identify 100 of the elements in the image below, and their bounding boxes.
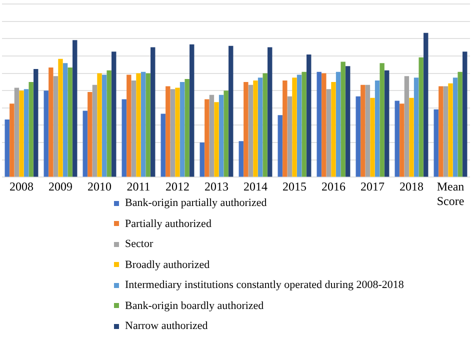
bar bbox=[136, 73, 141, 177]
legend-label: Broadly authorized bbox=[125, 258, 210, 271]
bar bbox=[24, 89, 29, 177]
bar bbox=[262, 73, 268, 177]
bar bbox=[166, 86, 170, 177]
bar bbox=[14, 88, 20, 177]
bar bbox=[140, 72, 146, 177]
bar bbox=[292, 78, 297, 177]
bar bbox=[370, 98, 375, 177]
legend-label: Narrow authorized bbox=[125, 320, 208, 332]
bar bbox=[126, 74, 132, 177]
bar bbox=[214, 102, 219, 177]
bar bbox=[322, 73, 326, 177]
bar bbox=[380, 63, 384, 177]
x-tick-label: 2009 bbox=[48, 180, 72, 194]
bar bbox=[200, 142, 204, 177]
bar bbox=[48, 68, 54, 177]
bar bbox=[443, 86, 448, 177]
bar bbox=[438, 86, 444, 177]
bar bbox=[394, 100, 400, 177]
bar bbox=[458, 72, 462, 177]
bar bbox=[306, 54, 312, 177]
legend-label: Bank-origin partially authorized bbox=[125, 197, 267, 210]
bar bbox=[409, 98, 414, 177]
bar bbox=[253, 80, 258, 177]
bar bbox=[404, 76, 410, 177]
bar bbox=[248, 84, 254, 177]
bar bbox=[58, 58, 63, 177]
x-tick-label: 2010 bbox=[88, 180, 112, 194]
bar bbox=[414, 78, 419, 177]
legend-label: Bank-origin boardly authorized bbox=[125, 300, 264, 312]
bar bbox=[72, 40, 78, 177]
bar bbox=[326, 89, 332, 177]
bar bbox=[244, 82, 248, 177]
bar bbox=[44, 90, 48, 177]
bar bbox=[448, 83, 453, 177]
bar bbox=[268, 47, 272, 177]
bar bbox=[34, 68, 38, 177]
bar bbox=[146, 73, 150, 177]
bar bbox=[238, 141, 244, 177]
bar bbox=[184, 79, 190, 177]
x-tick-label: Mean Score bbox=[436, 180, 464, 208]
bar bbox=[150, 47, 156, 177]
bar bbox=[92, 84, 98, 177]
bar bbox=[336, 72, 341, 177]
bar bbox=[278, 115, 282, 177]
bar bbox=[209, 94, 214, 177]
bar bbox=[287, 96, 292, 177]
bar bbox=[424, 32, 428, 177]
bar bbox=[131, 80, 136, 177]
legend-label: Partially authorized bbox=[125, 218, 212, 230]
bar bbox=[62, 63, 68, 177]
bar bbox=[316, 72, 322, 177]
legend-label: Intermediary institutions constantly operated during 2008-2018 bbox=[125, 279, 404, 292]
bar bbox=[224, 90, 228, 177]
bar bbox=[356, 96, 360, 177]
bar bbox=[302, 72, 306, 177]
bar bbox=[418, 57, 424, 177]
bar bbox=[68, 68, 72, 177]
bar bbox=[228, 46, 234, 177]
bar bbox=[97, 73, 102, 177]
x-tick-label: 2008 bbox=[10, 180, 34, 194]
x-tick-label: 2014 bbox=[244, 180, 268, 194]
bar bbox=[106, 70, 112, 177]
bar bbox=[296, 74, 302, 177]
bar bbox=[384, 70, 390, 177]
legend-label: Sector bbox=[125, 238, 154, 250]
bar bbox=[400, 104, 404, 177]
bar bbox=[434, 109, 438, 177]
x-tick-label: 2015 bbox=[282, 180, 306, 194]
bar bbox=[102, 74, 107, 177]
bar bbox=[160, 114, 166, 177]
bar bbox=[331, 82, 336, 177]
x-tick-label: 2011 bbox=[126, 180, 150, 194]
x-tick-label: 2017 bbox=[360, 180, 384, 194]
bar bbox=[53, 76, 58, 177]
bar bbox=[175, 88, 180, 177]
bar bbox=[19, 90, 24, 177]
bar bbox=[204, 99, 210, 177]
bar bbox=[112, 52, 116, 177]
x-tick-label: 2012 bbox=[166, 180, 190, 194]
bar bbox=[282, 80, 288, 177]
bar bbox=[4, 119, 10, 177]
bar bbox=[180, 82, 185, 177]
x-tick-label: 2016 bbox=[322, 180, 346, 194]
bar bbox=[10, 104, 14, 177]
bar bbox=[122, 99, 126, 177]
bar bbox=[346, 66, 350, 177]
bar bbox=[218, 94, 224, 177]
bar bbox=[365, 84, 370, 177]
bar bbox=[190, 44, 194, 177]
bar bbox=[170, 89, 176, 177]
x-tick-label: 2013 bbox=[204, 180, 228, 194]
bar bbox=[452, 78, 458, 177]
bar bbox=[258, 78, 263, 177]
bar bbox=[462, 52, 468, 177]
bar bbox=[82, 110, 88, 177]
bar bbox=[340, 62, 346, 177]
bar bbox=[374, 80, 380, 177]
bar bbox=[28, 82, 34, 177]
